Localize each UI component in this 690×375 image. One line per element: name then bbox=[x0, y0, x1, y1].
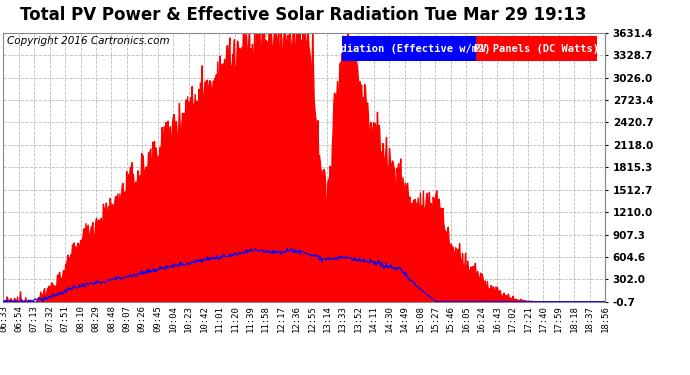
Text: 13:14: 13:14 bbox=[323, 306, 332, 333]
Text: 13:52: 13:52 bbox=[354, 306, 363, 333]
Text: 14:49: 14:49 bbox=[400, 306, 409, 333]
Text: 17:59: 17:59 bbox=[554, 306, 563, 333]
Text: 12:17: 12:17 bbox=[277, 306, 286, 333]
Text: 18:18: 18:18 bbox=[570, 306, 579, 333]
Text: 16:43: 16:43 bbox=[493, 306, 502, 333]
Text: 14:30: 14:30 bbox=[384, 306, 393, 333]
Text: 13:33: 13:33 bbox=[338, 306, 347, 333]
Text: 11:39: 11:39 bbox=[246, 306, 255, 333]
Text: Radiation (Effective w/m2): Radiation (Effective w/m2) bbox=[328, 44, 490, 54]
Text: 15:08: 15:08 bbox=[415, 306, 424, 333]
Text: 06:54: 06:54 bbox=[14, 306, 23, 333]
Text: 16:24: 16:24 bbox=[477, 306, 486, 333]
Text: 07:51: 07:51 bbox=[61, 306, 70, 333]
Text: 14:11: 14:11 bbox=[369, 306, 378, 333]
Text: 18:37: 18:37 bbox=[585, 306, 594, 333]
Text: 12:55: 12:55 bbox=[308, 306, 317, 333]
Text: PV Panels (DC Watts): PV Panels (DC Watts) bbox=[474, 44, 599, 54]
Text: 12:36: 12:36 bbox=[292, 306, 301, 333]
Text: 10:42: 10:42 bbox=[199, 306, 208, 333]
Text: 15:46: 15:46 bbox=[446, 306, 455, 333]
Text: 11:58: 11:58 bbox=[262, 306, 270, 333]
Text: 16:05: 16:05 bbox=[462, 306, 471, 333]
Text: 08:29: 08:29 bbox=[92, 306, 101, 333]
Text: 11:20: 11:20 bbox=[230, 306, 239, 333]
Text: Total PV Power & Effective Solar Radiation Tue Mar 29 19:13: Total PV Power & Effective Solar Radiati… bbox=[20, 6, 587, 24]
Text: Copyright 2016 Cartronics.com: Copyright 2016 Cartronics.com bbox=[7, 36, 170, 46]
Text: 09:26: 09:26 bbox=[138, 306, 147, 333]
Text: 11:01: 11:01 bbox=[215, 306, 224, 333]
Text: 10:04: 10:04 bbox=[168, 306, 177, 333]
Text: 17:21: 17:21 bbox=[524, 306, 533, 333]
Text: 18:56: 18:56 bbox=[600, 306, 610, 333]
Text: 09:45: 09:45 bbox=[153, 306, 162, 333]
Text: 15:27: 15:27 bbox=[431, 306, 440, 333]
Text: 17:02: 17:02 bbox=[508, 306, 517, 333]
Text: 09:07: 09:07 bbox=[122, 306, 131, 333]
Text: 08:48: 08:48 bbox=[107, 306, 116, 333]
Text: 17:40: 17:40 bbox=[539, 306, 548, 333]
Text: 10:23: 10:23 bbox=[184, 306, 193, 333]
Text: 08:10: 08:10 bbox=[76, 306, 85, 333]
Text: 07:13: 07:13 bbox=[30, 306, 39, 333]
Text: 06:33: 06:33 bbox=[0, 306, 8, 333]
Text: 07:32: 07:32 bbox=[46, 306, 55, 333]
